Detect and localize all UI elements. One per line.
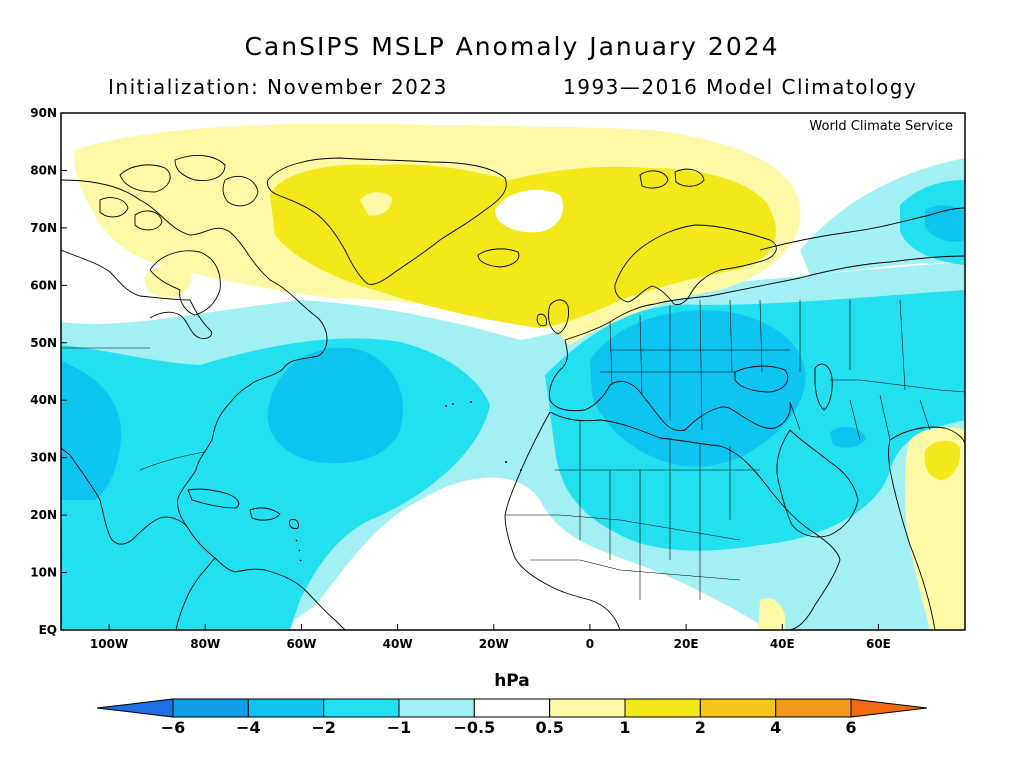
longitude-label: 100W	[90, 637, 128, 651]
colorbar-arrow-high	[850, 698, 928, 718]
colorbar-label: 2	[694, 718, 706, 737]
colorbar-segment	[624, 698, 701, 718]
colorbar-label: −0.5	[453, 718, 496, 737]
longitude-label: 20E	[674, 637, 699, 651]
latitude-label: EQ	[39, 623, 57, 637]
figure-title: CanSIPS MSLP Anomaly January 2024	[244, 32, 780, 61]
climatology-label: 1993—2016 Model Climatology	[563, 75, 918, 99]
latitude-label: 90N	[30, 106, 57, 120]
coastlines	[61, 154, 965, 630]
colorbar-segment	[775, 698, 852, 718]
longitude-axis: 100W 80W 60W 40W 20W 0 20E 40E 60E	[90, 624, 891, 651]
colorbar-label: 0.5	[535, 718, 564, 737]
colorbar-unit: hPa	[494, 671, 530, 691]
colorbar-segment	[473, 698, 551, 718]
colorbar-segment	[699, 698, 777, 718]
latitude-label: 70N	[30, 221, 57, 235]
latitude-label: 50N	[30, 336, 57, 350]
credit-label: World Climate Service	[809, 119, 953, 134]
latitude-label: 10N	[30, 566, 57, 580]
longitude-label: 80W	[190, 637, 220, 651]
colorbar-segment	[549, 698, 626, 718]
colorbar-segment	[398, 698, 475, 718]
colorbar-label: −2	[311, 718, 336, 737]
latitude-label: 40N	[30, 393, 57, 407]
longitude-label: 60E	[866, 637, 891, 651]
longitude-label: 60W	[286, 637, 316, 651]
latitude-label: 30N	[30, 451, 57, 465]
longitude-label: 40W	[383, 637, 413, 651]
country-borders	[61, 299, 965, 600]
colorbar-segment	[323, 698, 400, 718]
latitude-label: 60N	[30, 278, 57, 292]
latitude-label: 80N	[30, 163, 57, 177]
initialization-label: Initialization: November 2023	[108, 75, 448, 99]
colorbar-label: 1	[619, 718, 631, 737]
colorbar-label: 6	[845, 718, 857, 737]
longitude-label: 20W	[479, 637, 509, 651]
colorbar-label: −1	[386, 718, 412, 737]
colorbar-label: −6	[160, 718, 186, 737]
colorbar-label: −4	[236, 718, 261, 737]
colorbar-segment	[247, 698, 325, 718]
longitude-label: 0	[586, 637, 594, 651]
colorbar-arrow-low	[96, 698, 174, 718]
map-frame	[60, 112, 966, 631]
longitude-label: 40E	[770, 637, 795, 651]
colorbar	[96, 698, 928, 718]
colorbar-label: 4	[770, 718, 782, 737]
latitude-label: 20N	[30, 508, 57, 522]
colorbar-segment	[172, 698, 249, 718]
anomaly-band-deep-cyan	[61, 205, 965, 500]
latitude-axis: 90N 80N 70N 60N 50N 40N 30N 20N 10N EQ	[30, 106, 67, 637]
